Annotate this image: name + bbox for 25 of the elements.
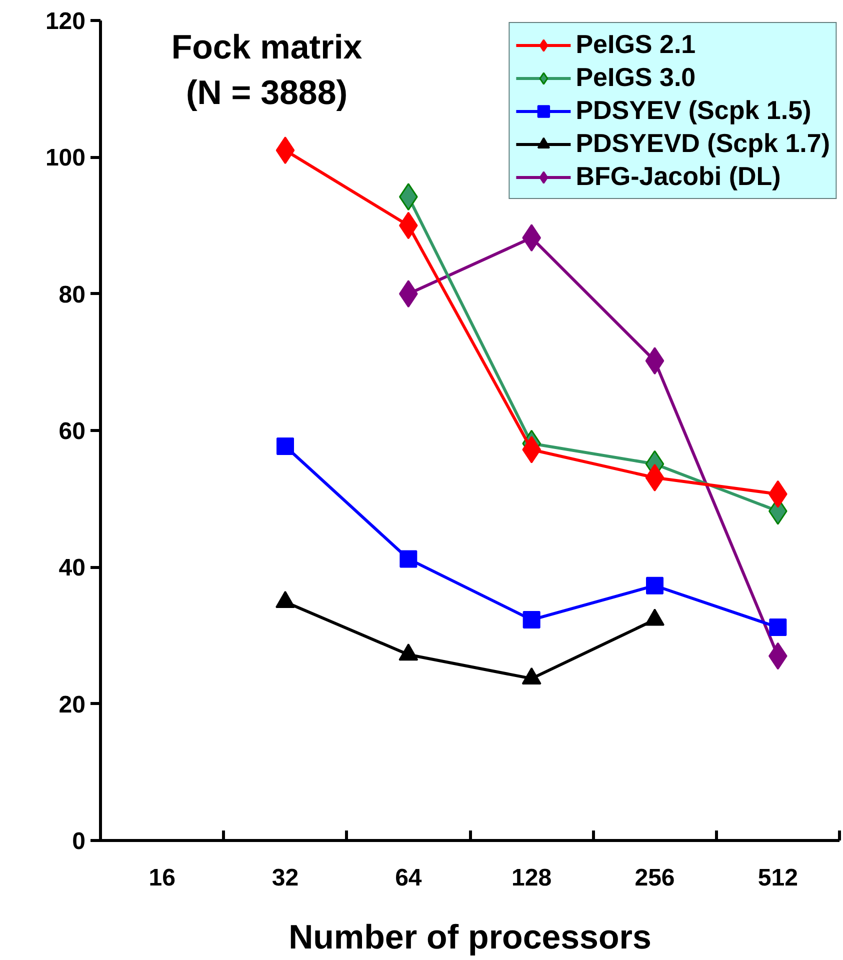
x-tick-label: 256	[634, 864, 675, 892]
point	[522, 611, 540, 629]
y-tick-label: 40	[58, 554, 86, 582]
y-tick-label: 20	[58, 691, 86, 718]
text: Fock matrix (N = 3888)	[171, 28, 362, 112]
legend-label: PDSYEV (Scpk 1.5)	[576, 95, 812, 126]
legend-label: PeIGS 2.1	[576, 29, 696, 60]
x-tick-label: 32	[272, 864, 299, 892]
x-axis-title: Number of processors	[288, 918, 652, 956]
x-tick-label: 64	[395, 864, 422, 892]
point	[400, 550, 418, 568]
point	[769, 618, 787, 636]
y-tick-label: 100	[45, 144, 86, 172]
legend-label: PDSYEVD (Scpk 1.7)	[576, 128, 830, 159]
x-tick-label: 128	[512, 864, 552, 892]
x-tick-label: 16	[148, 864, 176, 892]
point	[276, 437, 294, 455]
legend-label: BFG-Jacobi (DL)	[576, 161, 781, 192]
y-tick-label: 60	[58, 418, 86, 445]
x-tick-label: 512	[758, 864, 798, 892]
point	[646, 576, 664, 594]
y-tick-label: 80	[58, 281, 86, 308]
y-tick-label: 0	[72, 828, 86, 855]
y-tick-label: 120	[45, 8, 86, 35]
legend-label: PeIGS 3.0	[576, 62, 696, 93]
